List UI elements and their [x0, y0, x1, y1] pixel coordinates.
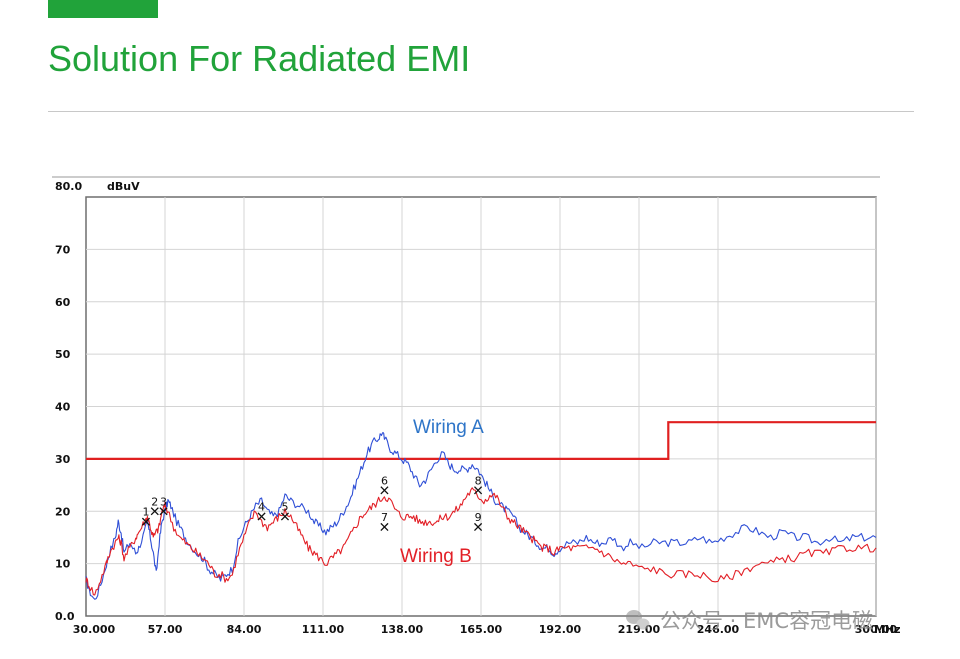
marker-label-2: 2	[151, 495, 158, 508]
watermark-text: 公众号 · EMC容冠电磁	[660, 609, 873, 633]
y-tick-label-5: 50	[55, 348, 71, 361]
x-tick-label-8: 246.00	[697, 623, 740, 636]
marker-label-6: 6	[381, 474, 388, 487]
y-tick-label-8: 80.0	[55, 180, 82, 193]
marker-x-5	[280, 512, 290, 521]
marker-label-4: 4	[258, 500, 265, 513]
marker-label-8: 8	[475, 474, 482, 487]
marker-x-4	[257, 512, 266, 521]
marker-x-8	[474, 486, 483, 495]
x-tick-label-6: 192.00	[539, 623, 582, 636]
accent-bar	[48, 0, 158, 18]
page-title: Solution For Radiated EMI	[48, 38, 471, 79]
marker-x-6	[380, 486, 389, 495]
y-tick-label-6: 60	[55, 296, 71, 309]
x-tick-label-0: 30.000	[73, 623, 116, 636]
x-tick-label-7: 219.00	[618, 623, 661, 636]
x-tick-label-9: 300.00	[855, 623, 898, 636]
title-divider	[48, 111, 914, 112]
series-line-wiring-b	[85, 487, 877, 596]
marker-x-1	[141, 517, 151, 526]
series-label-wiring-b: Wiring B	[400, 546, 472, 567]
marker-label-7: 7	[381, 511, 388, 524]
series-label-wiring-a: Wiring A	[413, 417, 484, 438]
marker-x-2	[150, 507, 159, 516]
marker-label-5: 5	[281, 500, 288, 513]
series-line-wiring-a	[85, 431, 877, 600]
x-axis-unit-label: MHz	[874, 623, 901, 636]
limit-line	[86, 421, 876, 460]
x-tick-label-4: 138.00	[381, 623, 424, 636]
wechat-icon-bubble-small	[636, 618, 650, 630]
y-tick-label-0: 0.0	[55, 610, 75, 623]
marker-x-3	[159, 507, 168, 516]
x-tick-label-1: 57.00	[148, 623, 183, 636]
y-tick-label-2: 20	[55, 505, 71, 518]
marker-label-1: 1	[142, 506, 149, 519]
marker-x-9	[474, 522, 483, 532]
y-tick-label-1: 10	[55, 558, 71, 571]
x-tick-label-2: 84.00	[227, 623, 262, 636]
marker-label-3: 3	[160, 495, 167, 508]
marker-label-9: 9	[475, 511, 482, 524]
y-axis-unit-label: dBuV	[107, 180, 140, 193]
marker-x-7	[380, 522, 389, 532]
y-tick-label-4: 40	[55, 401, 71, 414]
wechat-icon	[626, 610, 650, 630]
x-tick-label-3: 111.00	[302, 623, 345, 636]
x-tick-label-5: 165.00	[460, 623, 503, 636]
y-tick-label-7: 70	[55, 243, 71, 256]
y-tick-label-3: 30	[55, 453, 71, 466]
